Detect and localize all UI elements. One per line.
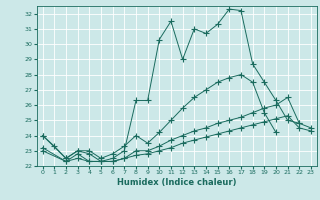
X-axis label: Humidex (Indice chaleur): Humidex (Indice chaleur) [117, 178, 236, 187]
